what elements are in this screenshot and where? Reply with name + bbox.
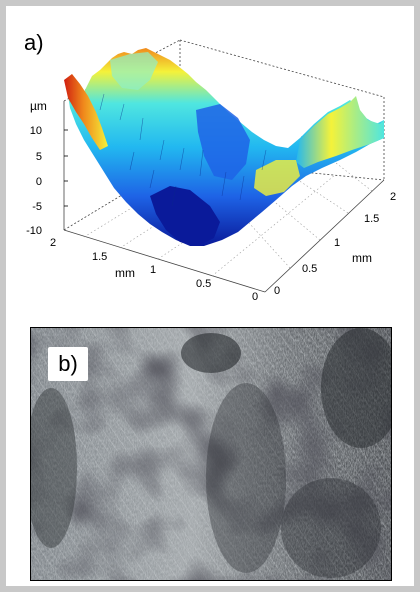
micrograph-svg <box>31 328 391 580</box>
surface-micrograph <box>30 327 392 581</box>
right-mm-axis-label: mm <box>352 251 372 265</box>
axis-tick-label: 1 <box>150 264 156 276</box>
axis-tick-label: 0 <box>252 291 258 303</box>
z-tick-label: -5 <box>32 201 42 213</box>
surface-plot-svg: µm 10 5 0 -5 -10 2 1.5 1 0.5 0 mm 0 0.5 … <box>26 39 396 303</box>
axis-tick-label: 0.5 <box>196 278 211 290</box>
axis-tick-label: 1.5 <box>92 251 107 263</box>
z-tick-label: 5 <box>36 151 42 163</box>
z-axis-unit: µm <box>30 99 47 113</box>
panel-b-label: b) <box>48 347 88 381</box>
z-tick-label: -10 <box>26 225 42 237</box>
left-mm-axis-label: mm <box>115 266 135 280</box>
axis-tick-label: 2 <box>50 237 56 249</box>
panel-a-label: a) <box>24 30 44 55</box>
axis-tick-label: 1.5 <box>364 213 379 225</box>
z-axis: µm 10 5 0 -5 -10 <box>26 99 68 237</box>
z-tick-label: 0 <box>36 176 42 188</box>
axis-tick-label: 2 <box>390 191 396 203</box>
z-tick-label: 10 <box>30 125 42 137</box>
right-mm-axis: 0 0.5 1 1.5 2 mm <box>274 191 396 297</box>
axis-tick-label: 1 <box>334 237 340 249</box>
left-mm-axis: 2 1.5 1 0.5 0 mm <box>50 237 258 303</box>
surface-mesh <box>64 48 384 246</box>
axis-tick-label: 0 <box>274 285 280 297</box>
axis-tick-label: 0.5 <box>302 263 317 275</box>
